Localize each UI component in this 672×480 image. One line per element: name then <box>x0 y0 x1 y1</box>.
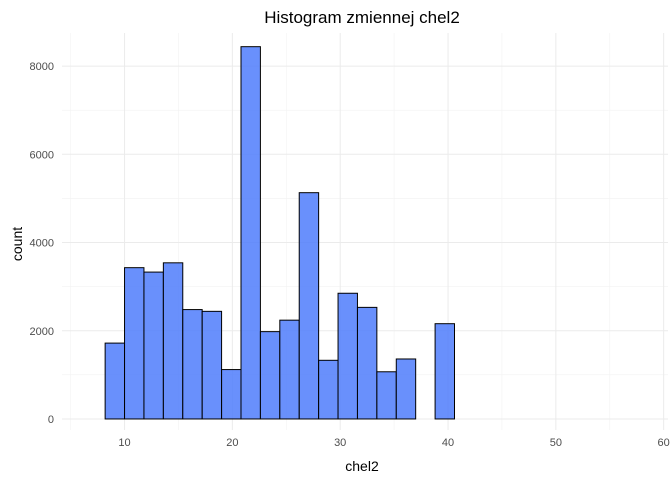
histogram-bar <box>182 309 203 420</box>
histogram-bar <box>376 371 397 420</box>
y-tick-label: 4000 <box>30 238 54 250</box>
y-tick-label: 2000 <box>30 326 54 338</box>
y-tick-label: 6000 <box>30 149 54 161</box>
y-axis-title: count <box>9 227 25 261</box>
histogram-bar <box>279 319 300 420</box>
histogram-bar <box>298 192 320 420</box>
x-tick-label: 60 <box>658 437 670 449</box>
histogram-bar <box>143 271 164 420</box>
x-tick-label: 10 <box>118 437 130 449</box>
x-axis-title: chel2 <box>345 458 379 474</box>
histogram-bar <box>337 292 358 420</box>
x-tick-label: 30 <box>334 437 346 449</box>
histogram-bar <box>240 46 261 420</box>
histogram-bars <box>104 46 455 420</box>
histogram-bar <box>356 306 378 420</box>
x-tick-label: 50 <box>550 437 562 449</box>
histogram-bar <box>395 358 417 420</box>
histogram-bar <box>124 267 145 420</box>
histogram-bar <box>104 342 126 420</box>
y-tick-label: 0 <box>48 414 54 426</box>
histogram-bar <box>434 323 455 420</box>
y-axis-ticks: 0 2000 4000 6000 8000 <box>30 61 54 426</box>
chart-title: Histogram zmiennej chel2 <box>264 8 460 27</box>
x-axis-ticks: 10 20 30 40 50 60 <box>118 437 669 449</box>
histogram-bar <box>259 331 281 420</box>
x-tick-label: 20 <box>226 437 238 449</box>
y-tick-label: 8000 <box>30 61 54 73</box>
histogram-bar <box>201 310 223 420</box>
histogram-bar <box>221 369 242 420</box>
histogram-bar <box>318 359 339 420</box>
histogram-bar <box>162 262 184 420</box>
x-tick-label: 40 <box>442 437 454 449</box>
